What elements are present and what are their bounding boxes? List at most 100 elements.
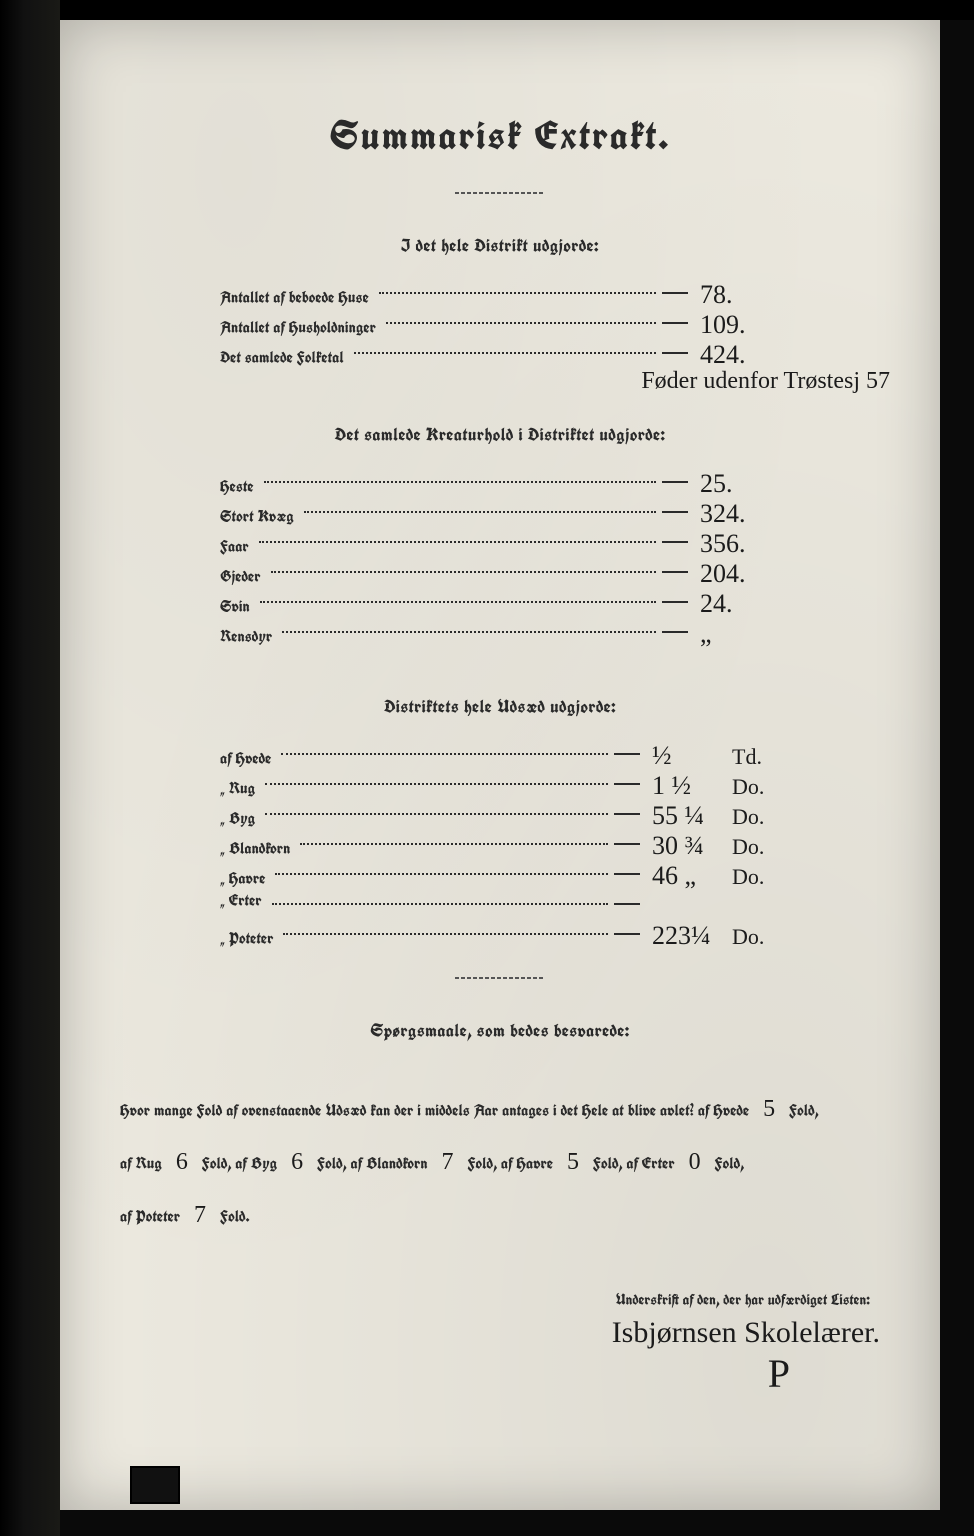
dash bbox=[614, 843, 640, 845]
row-value: 324. bbox=[700, 499, 780, 529]
row-label: „ Erter bbox=[220, 891, 262, 911]
fold-pre: af Byg bbox=[235, 1154, 277, 1174]
fold-pre: af Blandkorn bbox=[351, 1154, 428, 1174]
row-label: Svin bbox=[220, 597, 250, 617]
row-label: „ Blandkorn bbox=[220, 839, 290, 859]
fold-item: af Poteter 7 Fold. bbox=[120, 1207, 250, 1227]
table-row: Rensdyr „ bbox=[220, 619, 780, 649]
leader-dots bbox=[264, 481, 656, 483]
row-unit: Do. bbox=[732, 834, 780, 860]
fold-item: af Hvede 5 Fold, bbox=[698, 1101, 819, 1121]
row-value: „ bbox=[700, 619, 780, 649]
fold-pre: af Rug bbox=[120, 1154, 162, 1174]
table-row: Faar 356. bbox=[220, 529, 780, 559]
row-unit: Do. bbox=[732, 864, 780, 890]
fold-post: Fold, bbox=[789, 1101, 819, 1121]
leader-dots bbox=[386, 322, 656, 324]
section3-block: af Hvede ½ Td. „ Rug 1 ½ Do. „ Byg 55 ¼ … bbox=[220, 741, 780, 951]
page-title: Summarisk Extrakt. bbox=[60, 110, 940, 162]
row-label: „ Rug bbox=[220, 779, 255, 799]
fold-value: 5 bbox=[753, 1096, 785, 1122]
fold-value: 0 bbox=[679, 1149, 711, 1175]
leader-dots bbox=[275, 873, 608, 875]
row-label: af Hvede bbox=[220, 749, 271, 769]
title-rule bbox=[455, 192, 545, 194]
table-row: af Hvede ½ Td. bbox=[220, 741, 780, 771]
frame-top bbox=[60, 0, 974, 20]
dash bbox=[662, 352, 688, 354]
table-row: „ Poteter 223¼ Do. bbox=[220, 921, 780, 951]
row-value: 46 „ bbox=[652, 861, 732, 891]
fold-item: af Erter 0 Fold, bbox=[626, 1154, 744, 1174]
leader-dots bbox=[259, 541, 656, 543]
row-unit: Do. bbox=[732, 774, 780, 800]
fold-post: Fold, bbox=[202, 1154, 232, 1174]
table-row: „ Blandkorn 30 ¾ Do. bbox=[220, 831, 780, 861]
dash bbox=[662, 601, 688, 603]
question-lead: Hvor mange Fold af ovenstaaende Udsæd ka… bbox=[120, 1101, 694, 1121]
handwritten-annotation: Føder udenfor Trøstesj 57 bbox=[60, 368, 890, 395]
section2-heading: Det samlede Kreaturhold i Distriktet udg… bbox=[60, 423, 940, 447]
row-value: 356. bbox=[700, 529, 780, 559]
row-label: „ Poteter bbox=[220, 929, 273, 949]
row-label: Det samlede Folketal bbox=[220, 348, 344, 368]
row-label: „ Havre bbox=[220, 869, 265, 889]
dash bbox=[662, 541, 688, 543]
table-row: Gjeder 204. bbox=[220, 559, 780, 589]
row-value: 223¼ bbox=[652, 921, 732, 951]
dash bbox=[662, 322, 688, 324]
row-value: 25. bbox=[700, 469, 780, 499]
dash bbox=[614, 753, 640, 755]
leader-dots bbox=[379, 292, 656, 294]
fold-value: 6 bbox=[166, 1149, 198, 1175]
row-value: 55 ¼ bbox=[652, 801, 732, 831]
book-binding bbox=[0, 0, 60, 1536]
section3-heading: Distriktets hele Udsæd udgjorde: bbox=[60, 695, 940, 719]
section1-heading: I det hele Distrikt udgjorde: bbox=[60, 234, 940, 258]
leader-dots bbox=[265, 783, 608, 785]
fold-value: 7 bbox=[184, 1202, 216, 1228]
row-label: Heste bbox=[220, 477, 254, 497]
fold-post: Fold, bbox=[317, 1154, 347, 1174]
fold-post: Fold, bbox=[593, 1154, 623, 1174]
row-label: „ Byg bbox=[220, 809, 255, 829]
table-row: Det samlede Folketal 424. bbox=[220, 340, 780, 370]
row-label: Gjeder bbox=[220, 567, 261, 587]
row-label: Antallet af Husholdninger bbox=[220, 318, 376, 338]
row-label: Faar bbox=[220, 537, 249, 557]
signature-flourish: P bbox=[60, 1350, 790, 1397]
dash bbox=[614, 783, 640, 785]
dash bbox=[614, 813, 640, 815]
fold-pre: af Havre bbox=[501, 1154, 553, 1174]
row-label: Stort Kvæg bbox=[220, 507, 294, 527]
dash bbox=[614, 903, 640, 905]
leader-dots bbox=[304, 511, 656, 513]
table-row: Stort Kvæg 324. bbox=[220, 499, 780, 529]
mid-rule bbox=[455, 977, 545, 979]
question-paragraph: Hvor mange Fold af ovenstaaende Udsæd ka… bbox=[120, 1083, 900, 1241]
leader-dots bbox=[281, 753, 608, 755]
row-unit: Do. bbox=[732, 924, 780, 950]
row-value: 78. bbox=[700, 280, 780, 310]
dash bbox=[662, 481, 688, 483]
dash bbox=[662, 511, 688, 513]
fold-item: af Havre 5 Fold, bbox=[501, 1154, 626, 1174]
fold-pre: af Erter bbox=[626, 1154, 674, 1174]
section2-block: Heste 25. Stort Kvæg 324. Faar 356. Gjed… bbox=[220, 469, 780, 649]
dash bbox=[662, 631, 688, 633]
table-row: Heste 25. bbox=[220, 469, 780, 499]
row-value: 424. bbox=[700, 340, 780, 370]
row-value: ½ bbox=[652, 741, 732, 771]
signature-caption: Underskrift af den, der har udfærdiget L… bbox=[60, 1291, 870, 1310]
row-value: 24. bbox=[700, 589, 780, 619]
fold-pre: af Poteter bbox=[120, 1207, 180, 1227]
fold-post: Fold, bbox=[467, 1154, 497, 1174]
fold-value: 7 bbox=[432, 1149, 464, 1175]
fold-item: af Byg 6 Fold, bbox=[235, 1154, 350, 1174]
section4-heading: Spørgsmaale, som bedes besvarede: bbox=[60, 1019, 940, 1043]
leader-dots bbox=[282, 631, 656, 633]
leader-dots bbox=[271, 571, 656, 573]
section1-block: Antallet af beboede Huse 78. Antallet af… bbox=[220, 280, 780, 370]
leader-dots bbox=[272, 903, 608, 905]
table-row: „ Byg 55 ¼ Do. bbox=[220, 801, 780, 831]
